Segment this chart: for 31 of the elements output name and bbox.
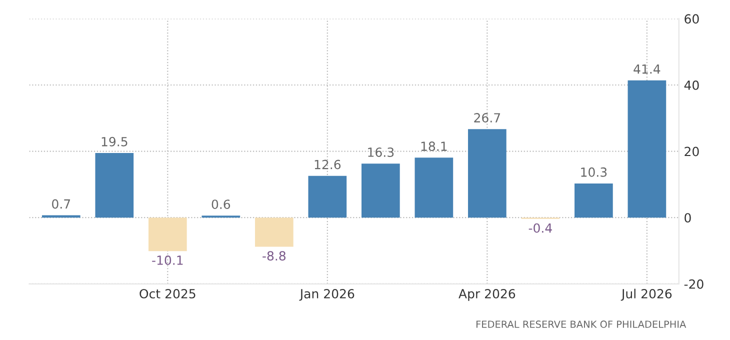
y-tick-label: 0 — [684, 213, 691, 223]
data-label: 10.3 — [581, 167, 607, 177]
data-label: -10.1 — [152, 255, 183, 265]
data-label: 41.4 — [634, 64, 660, 74]
data-label: 26.7 — [474, 113, 500, 122]
bar — [628, 80, 666, 218]
y-tick-label: 20 — [684, 146, 699, 156]
data-label: 19.5 — [102, 136, 128, 146]
bar — [308, 176, 347, 218]
bar — [254, 218, 294, 247]
bar — [574, 183, 613, 218]
bar — [95, 152, 134, 218]
x-tick-label: Jan 2026 — [299, 288, 354, 301]
data-label: -8.8 — [262, 251, 286, 261]
data-label: 0.7 — [52, 199, 70, 209]
x-tick-label: Jul 2026 — [620, 288, 672, 301]
data-label: 0.6 — [212, 200, 230, 210]
data-label: 16.3 — [368, 148, 394, 157]
y-tick-label: 40 — [684, 80, 699, 90]
y-tick-label: -20 — [684, 279, 704, 289]
bar — [414, 158, 454, 218]
x-tick-label: Apr 2026 — [458, 288, 516, 301]
data-label: 12.6 — [314, 160, 341, 170]
data-label: 18.1 — [421, 142, 447, 152]
data-label: -0.4 — [528, 223, 552, 233]
y-tick-label: 60 — [684, 14, 699, 24]
text: FEDERAL RESERVE BANK OF PHILADELPHIA — [476, 320, 686, 328]
bar — [148, 218, 187, 252]
bar — [468, 129, 506, 218]
bar — [362, 164, 400, 218]
x-tick-label: Oct 2025 — [140, 288, 196, 298]
